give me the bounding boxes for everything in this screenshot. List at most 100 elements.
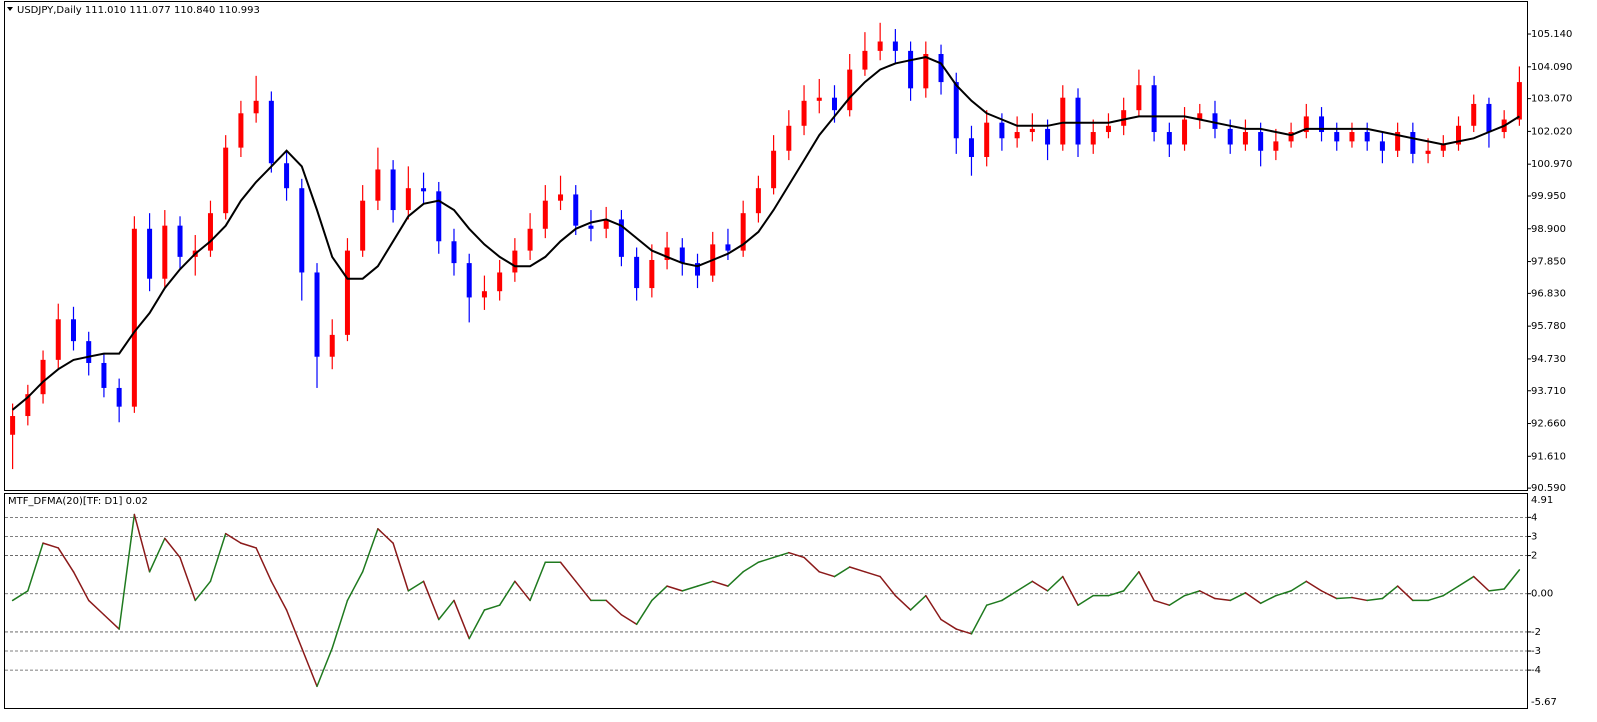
- indicator-segment: [772, 551, 790, 559]
- candle-body: [1090, 132, 1096, 145]
- candle-body: [755, 188, 761, 214]
- indicator-segment: [255, 547, 273, 583]
- range-label: -5.67: [1531, 697, 1557, 708]
- indicator-segment: [498, 580, 516, 606]
- candle-body: [466, 263, 472, 298]
- indicator-segment: [1168, 594, 1186, 606]
- indicator-segment: [1107, 590, 1125, 597]
- candle-body: [1486, 103, 1492, 133]
- indicator-segment: [148, 537, 166, 573]
- indicator-title: MTF_DFMA(20)[TF: D1] 0.02: [8, 496, 148, 507]
- indicator-segment: [392, 542, 410, 592]
- candle-body: [877, 41, 883, 51]
- indicator-segment: [1427, 594, 1445, 602]
- indicator-segment: [788, 551, 805, 559]
- candle-body: [451, 241, 457, 264]
- indicator-segment: [955, 628, 973, 635]
- candle-body: [953, 82, 959, 139]
- candle-body: [740, 213, 746, 251]
- candle-body: [816, 97, 822, 101]
- y-tick-label: 94.730: [1531, 354, 1566, 365]
- candle-body: [725, 244, 731, 251]
- y-tick-label: 99.950: [1531, 191, 1566, 202]
- candle-body: [1334, 132, 1340, 142]
- indicator-segment: [1442, 585, 1460, 597]
- indicator-segment: [377, 528, 394, 544]
- indicator-segment: [1275, 590, 1292, 597]
- indicator-segment: [361, 528, 379, 573]
- indicator-segment: [651, 585, 668, 602]
- candle-body: [1197, 113, 1203, 120]
- indicator-segment: [1290, 580, 1308, 592]
- indicator-segment: [894, 594, 912, 611]
- y-tick-label: 100.970: [1531, 159, 1572, 170]
- indicator-segment: [453, 599, 470, 640]
- indicator-segment: [803, 556, 821, 573]
- indicator-segment: [529, 561, 547, 602]
- candle-body: [497, 272, 503, 292]
- candle-body: [40, 359, 46, 395]
- candle-body: [1151, 85, 1157, 133]
- candle-body: [649, 259, 655, 289]
- indicator-segment: [1153, 599, 1171, 606]
- candle-body: [1075, 97, 1081, 145]
- indicator-segment: [681, 585, 699, 592]
- y-tick-label: -3: [1531, 646, 1541, 657]
- indicator-segment: [301, 647, 318, 688]
- y-tick-label: -4: [1531, 665, 1541, 676]
- indicator-segment: [1488, 588, 1505, 592]
- indicator-segment: [422, 580, 440, 621]
- candle-body: [862, 50, 868, 70]
- candle-body: [634, 256, 640, 289]
- candle-body: [131, 228, 137, 407]
- candle-body: [801, 100, 807, 126]
- y-tick-label: 102.020: [1531, 126, 1572, 137]
- candle-body: [542, 200, 548, 229]
- indicator-segment: [985, 599, 1003, 606]
- indicator-segment: [1001, 590, 1018, 602]
- candle-body: [1456, 125, 1462, 145]
- candle-body: [314, 272, 320, 357]
- candle-body: [1045, 128, 1051, 145]
- candle-body: [603, 219, 609, 229]
- candle-body: [360, 200, 366, 251]
- candle-body: [299, 188, 305, 273]
- candle-body: [223, 147, 229, 214]
- y-tick-label: 92.660: [1531, 419, 1566, 430]
- indicator-segment: [970, 604, 988, 635]
- candle-body: [25, 394, 31, 417]
- indicator-segment: [1046, 575, 1064, 592]
- candle-body: [253, 100, 259, 114]
- y-tick-label: 93.710: [1531, 386, 1566, 397]
- candle-body: [1379, 141, 1385, 151]
- candle-body: [664, 247, 670, 260]
- indicator-segment: [605, 599, 623, 616]
- candle-body: [436, 191, 442, 242]
- candle-body: [679, 247, 685, 264]
- candle-body: [207, 213, 213, 251]
- y-tick-label: 4: [1531, 512, 1537, 523]
- indicator-segment: [1457, 575, 1475, 587]
- symbol-menu-arrow[interactable]: [7, 7, 13, 11]
- candle-body: [573, 194, 579, 226]
- candle-body: [831, 97, 837, 111]
- y-tick-label: 90.590: [1531, 483, 1566, 494]
- candle-body: [1273, 141, 1279, 151]
- indicator-segment: [1381, 585, 1399, 600]
- candle-body: [512, 250, 518, 273]
- candle-body: [1395, 132, 1401, 151]
- candle-body: [344, 250, 350, 335]
- candle-body: [1166, 132, 1172, 145]
- y-tick-label: 2: [1531, 551, 1537, 562]
- candle-body: [10, 416, 16, 435]
- indicator-segment: [1320, 590, 1338, 600]
- main-pane-frame: [4, 1, 1528, 491]
- candle-body: [618, 219, 624, 257]
- candle-body: [1319, 116, 1325, 133]
- y-tick-label: 97.850: [1531, 257, 1566, 268]
- indicator-segment: [711, 580, 729, 587]
- indicator-segment: [1062, 575, 1079, 606]
- indicator-segment: [514, 580, 531, 602]
- candle-body: [1288, 132, 1294, 142]
